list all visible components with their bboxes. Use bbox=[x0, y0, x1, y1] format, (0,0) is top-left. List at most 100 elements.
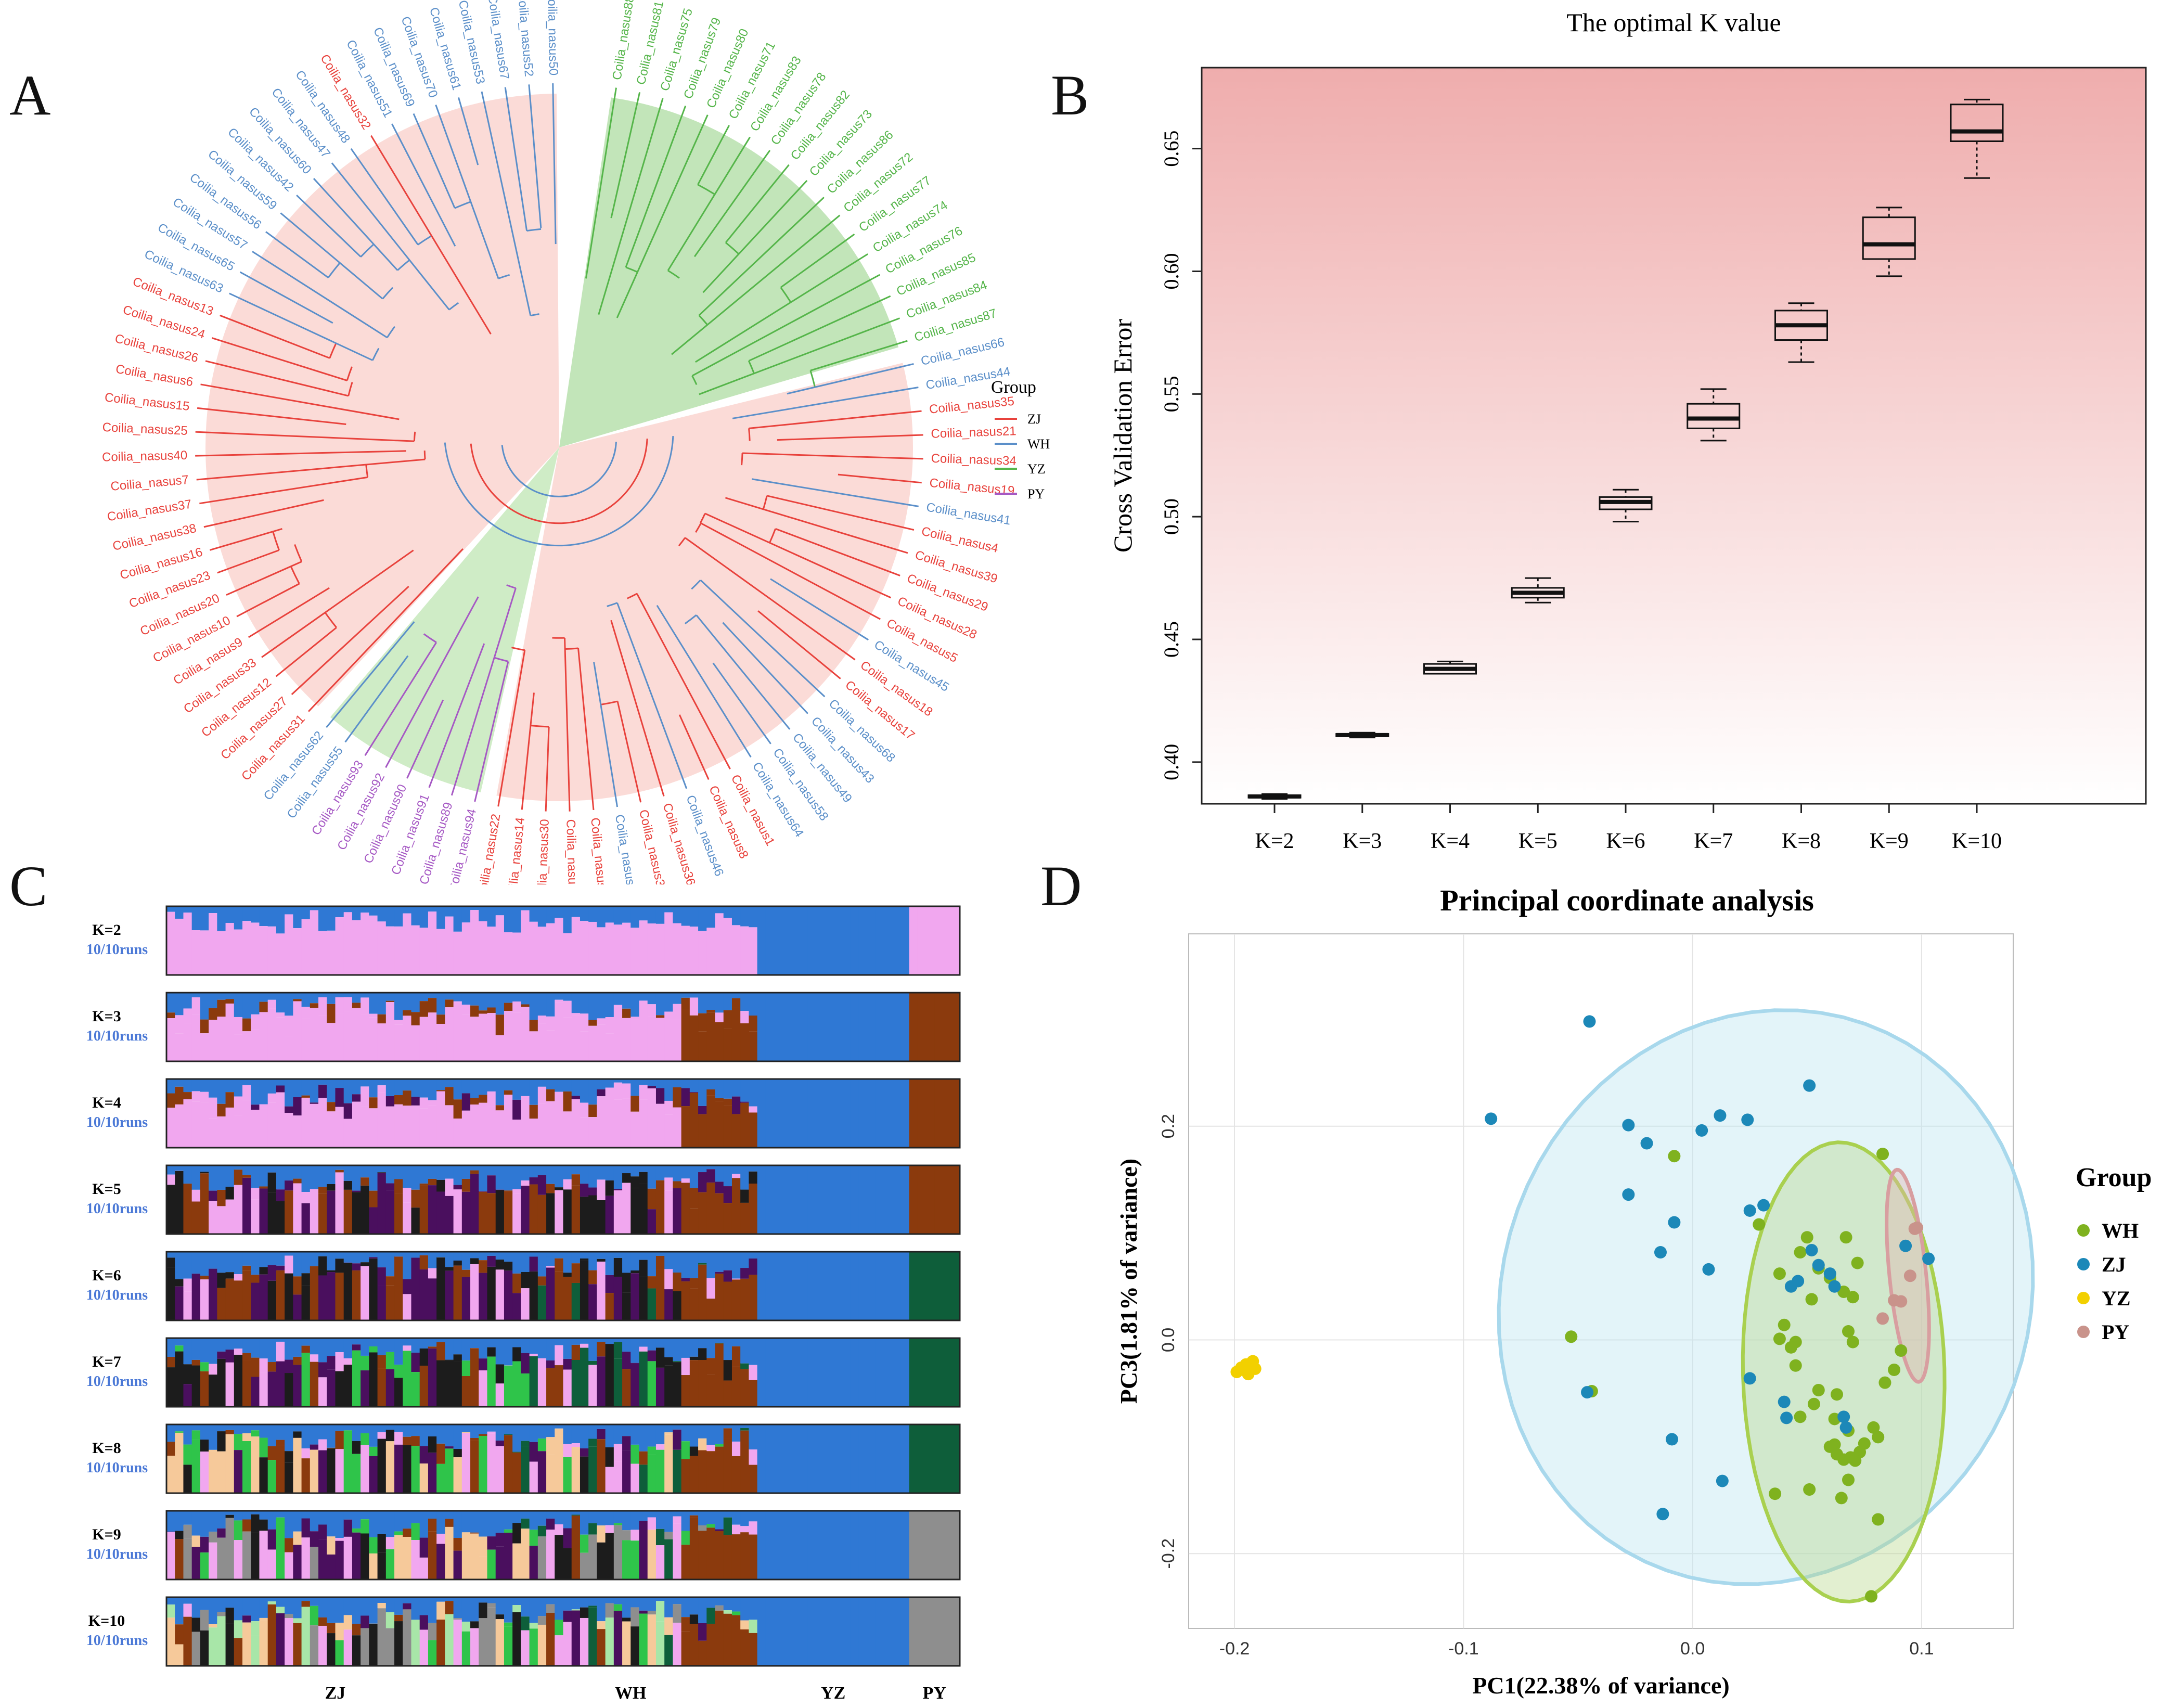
structure-bar-segment bbox=[310, 1103, 319, 1148]
structure-bar-segment bbox=[403, 1351, 412, 1407]
structure-bar-segment bbox=[731, 1534, 741, 1579]
structure-bar-segment bbox=[411, 1105, 420, 1148]
structure-bar-segment bbox=[403, 1165, 412, 1188]
structure-bar-segment bbox=[563, 906, 572, 933]
structure-bar-segment bbox=[242, 1018, 251, 1032]
structure-bar-segment bbox=[546, 1437, 555, 1455]
structure-bar-segment bbox=[934, 1079, 944, 1148]
structure-bar-segment bbox=[555, 993, 564, 1000]
structure-bar-segment bbox=[369, 1511, 378, 1537]
structure-bar-segment bbox=[183, 1165, 192, 1184]
structure-bar-segment bbox=[385, 1537, 395, 1549]
structure-bar-segment bbox=[403, 1188, 412, 1203]
structure-bar-segment bbox=[217, 931, 226, 975]
tree-branch bbox=[702, 179, 808, 293]
structure-bar-segment bbox=[698, 1424, 707, 1439]
structure-bar-segment bbox=[310, 1338, 319, 1355]
structure-bar-segment bbox=[403, 1597, 412, 1603]
structure-bar-segment bbox=[892, 1165, 902, 1234]
structure-bar-segment bbox=[411, 1079, 420, 1097]
structure-bar-segment bbox=[276, 1189, 285, 1201]
tree-branch bbox=[199, 476, 368, 505]
structure-bar-segment bbox=[664, 1635, 674, 1666]
structure-bar-segment bbox=[504, 932, 513, 975]
structure-bar-segment bbox=[293, 1597, 302, 1619]
structure-bar-segment bbox=[875, 993, 884, 1061]
structure-bar-segment bbox=[352, 1270, 361, 1320]
structure-bar-segment bbox=[276, 1445, 285, 1493]
structure-bar-segment bbox=[403, 1079, 412, 1091]
structure-bar-segment bbox=[267, 926, 277, 975]
pcoa-point-wh bbox=[1872, 1513, 1885, 1526]
structure-bar-segment bbox=[175, 1338, 184, 1346]
structure-bar-segment bbox=[394, 993, 403, 1020]
structure-bar-segment bbox=[782, 906, 792, 975]
structure-bar-segment bbox=[343, 1079, 353, 1103]
structure-bar-segment bbox=[191, 906, 201, 931]
structure-bar-segment bbox=[546, 1267, 555, 1320]
structure-bar-segment bbox=[555, 918, 564, 975]
structure-bar-segment bbox=[630, 1540, 640, 1579]
structure-bar-segment bbox=[605, 1196, 614, 1234]
structure-bar-segment bbox=[597, 993, 606, 1019]
structure-bar-segment bbox=[327, 1102, 336, 1112]
pcoa-point-wh bbox=[1668, 1150, 1681, 1163]
structure-bar-segment bbox=[655, 906, 665, 924]
structure-row-frame bbox=[165, 1078, 961, 1149]
structure-bar-segment bbox=[267, 1093, 277, 1103]
structure-bar-segment bbox=[419, 993, 429, 1001]
structure-bar-segment bbox=[343, 1103, 353, 1119]
structure-bar-segment bbox=[251, 1014, 260, 1030]
structure-bar-segment bbox=[951, 1079, 960, 1148]
panel-letter-b: B bbox=[1051, 63, 1089, 127]
structure-bar-segment bbox=[276, 1522, 285, 1579]
structure-bar-segment bbox=[318, 1362, 327, 1378]
structure-bar-segment bbox=[495, 1383, 505, 1407]
tree-leaf-label: Coilia_nasus21 bbox=[931, 424, 1016, 441]
structure-bar-segment bbox=[521, 1616, 530, 1630]
pcoa-point-zj bbox=[1583, 1015, 1596, 1028]
structure-bar-segment bbox=[647, 1455, 657, 1493]
structure-bar-segment bbox=[563, 1091, 572, 1112]
structure-bar-segment bbox=[445, 1105, 454, 1148]
structure-bar-segment bbox=[369, 1108, 378, 1148]
structure-bar-segment bbox=[293, 1356, 302, 1365]
structure-bar-segment bbox=[242, 921, 251, 975]
structure-bar-segment bbox=[479, 1079, 488, 1095]
structure-bar-segment bbox=[327, 1004, 336, 1023]
structure-bar-segment bbox=[352, 1597, 361, 1624]
structure-bar-segment bbox=[799, 906, 808, 975]
tree-branch bbox=[504, 87, 528, 231]
structure-bar-segment bbox=[655, 923, 665, 975]
structure-bar-segment bbox=[622, 1292, 631, 1320]
structure-bar-segment bbox=[267, 1362, 277, 1372]
structure-bar-segment bbox=[571, 1185, 581, 1234]
structure-bar-segment bbox=[588, 1270, 597, 1285]
structure-bar-segment bbox=[655, 1252, 665, 1256]
structure-bar-segment bbox=[681, 993, 690, 998]
structure-bar-segment bbox=[630, 993, 640, 1017]
structure-bar-segment bbox=[285, 1079, 293, 1107]
structure-bar-segment bbox=[411, 993, 420, 1012]
structure-bar-segment bbox=[597, 1252, 606, 1259]
structure-bar-segment bbox=[470, 1441, 479, 1493]
structure-bar-segment bbox=[647, 1079, 657, 1086]
structure-bar-segment bbox=[867, 1424, 876, 1493]
structure-bar-segment bbox=[419, 1615, 429, 1630]
structure-bar-segment bbox=[234, 1034, 243, 1061]
structure-bar-segment bbox=[495, 1110, 505, 1148]
structure-bar-segment bbox=[749, 1597, 758, 1620]
structure-bar-segment bbox=[470, 1511, 479, 1533]
structure-bar-segment bbox=[377, 1368, 387, 1407]
structure-bar-segment bbox=[411, 1436, 420, 1446]
structure-bar-segment bbox=[479, 1434, 488, 1436]
structure-bar-segment bbox=[580, 1607, 589, 1618]
structure-bar-segment bbox=[740, 1102, 750, 1148]
structure-bar-segment bbox=[487, 1607, 496, 1666]
structure-bar-segment bbox=[276, 1265, 285, 1270]
structure-bar-segment bbox=[664, 1269, 674, 1290]
structure-bar-segment bbox=[310, 1511, 319, 1532]
structure-bar-segment bbox=[504, 1529, 513, 1533]
structure-bar-segment bbox=[731, 1441, 741, 1456]
structure-bar-segment bbox=[689, 1511, 699, 1516]
